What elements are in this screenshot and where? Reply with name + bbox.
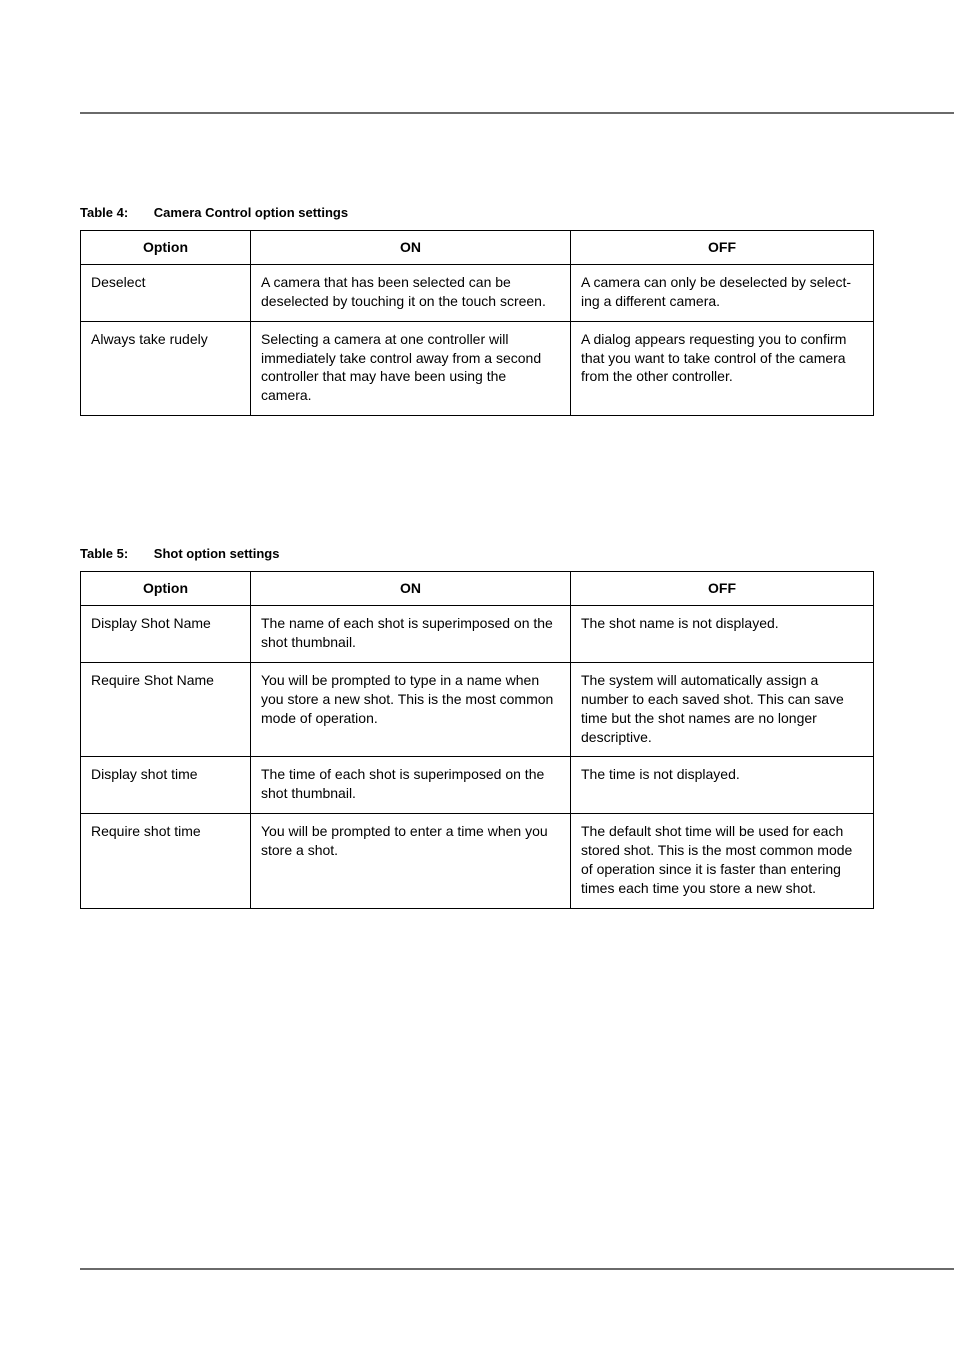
table5-r3-off: The default shot time will be used for e… [571,814,874,909]
table-row: Deselect A camera that has been selected… [81,264,874,321]
table4-header-on: ON [251,231,571,265]
table5-r2-on: The time of each shot is superimposed on… [251,757,571,814]
table5-r1-option: Require Shot Name [81,662,251,757]
table5-r3-on: You will be prompted to enter a time whe… [251,814,571,909]
table-row: Require shot time You will be prompted t… [81,814,874,909]
table5-label: Table 5: [80,546,128,561]
top-rule [80,112,954,114]
table5-caption: Table 5: Shot option settings [80,546,874,561]
table4-r1-on: Selecting a camera at one controller wil… [251,321,571,416]
table5-r1-off: The system will automatically assign a n… [571,662,874,757]
table5-header-option: Option [81,572,251,606]
table-row: Display shot time The time of each shot … [81,757,874,814]
table4-r0-on: A camera that has been selected can be d… [251,264,571,321]
table4-r0-off: A camera can only be deselected by selec… [571,264,874,321]
page: Table 4: Camera Control option settings … [0,0,954,1350]
table4-label: Table 4: [80,205,128,220]
table4-r1-option: Always take rudely [81,321,251,416]
table4-r1-off: A dialog appears requesting you to confi… [571,321,874,416]
table4: Option ON OFF Deselect A camera that has… [80,230,874,416]
table5-header-on: ON [251,572,571,606]
table5: Option ON OFF Display Shot Name The name… [80,571,874,909]
table4-header-off: OFF [571,231,874,265]
table5-r0-off: The shot name is not displayed. [571,606,874,663]
table5-header-row: Option ON OFF [81,572,874,606]
bottom-rule [80,1268,954,1270]
table-row: Display Shot Name The name of each shot … [81,606,874,663]
table5-r1-on: You will be prompted to type in a name w… [251,662,571,757]
table4-title: Camera Control option settings [154,205,348,220]
table5-r3-option: Require shot time [81,814,251,909]
table-row: Require Shot Name You will be prompted t… [81,662,874,757]
table4-caption: Table 4: Camera Control option settings [80,205,874,220]
table5-r0-on: The name of each shot is superimposed on… [251,606,571,663]
table5-r2-option: Display shot time [81,757,251,814]
table4-r0-option: Deselect [81,264,251,321]
table-row: Always take rudely Selecting a camera at… [81,321,874,416]
table4-header-row: Option ON OFF [81,231,874,265]
table5-title: Shot option settings [154,546,280,561]
table5-r0-option: Display Shot Name [81,606,251,663]
table5-r2-off: The time is not displayed. [571,757,874,814]
table4-header-option: Option [81,231,251,265]
table5-header-off: OFF [571,572,874,606]
